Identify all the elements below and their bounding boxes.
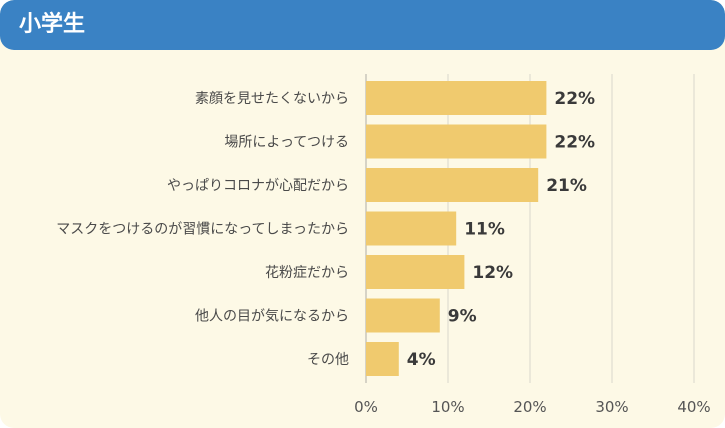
value-label: 11% (464, 220, 505, 240)
category-label: 花粉症だから (265, 265, 349, 281)
bar (366, 298, 440, 333)
value-label: 22% (554, 133, 595, 153)
bar (366, 81, 547, 115)
bar (366, 168, 539, 202)
bar (366, 124, 547, 159)
value-label: 9% (448, 307, 477, 327)
category-label: その他 (307, 352, 349, 368)
x-tick-label: 10% (431, 398, 464, 416)
x-tick-label: 30% (595, 398, 628, 416)
bar (366, 342, 399, 376)
category-label: 素顔を見せたくないから (195, 91, 349, 107)
category-label: 他人の目が気になるから (195, 309, 349, 325)
value-label: 4% (407, 350, 436, 370)
chart-title: 小学生 (19, 12, 86, 37)
category-label: やっぱりコロナが心配だから (167, 178, 349, 194)
x-tick-label: 40% (677, 398, 710, 416)
category-label: 場所によってつける (224, 135, 349, 151)
value-label: 12% (472, 263, 513, 283)
bar (366, 211, 457, 246)
category-label: マスクをつけるのが習慣になってしまったから (56, 221, 349, 238)
x-tick-label: 0% (354, 398, 378, 416)
bar (366, 255, 465, 289)
x-tick-label: 20% (513, 398, 546, 416)
value-label: 21% (546, 176, 587, 196)
header-bar: 小学生 (0, 0, 725, 50)
value-label: 22% (554, 89, 595, 109)
